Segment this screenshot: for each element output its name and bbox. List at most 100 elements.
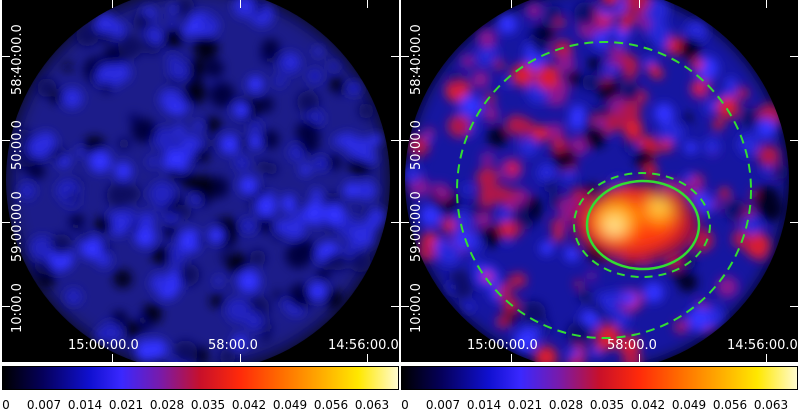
- noise-blob: [653, 103, 675, 124]
- noise-blob: [711, 199, 722, 210]
- noise-blob: [587, 271, 596, 281]
- outer-dashed-circle: [456, 41, 752, 339]
- noise-blob: [311, 188, 322, 199]
- noise-blob: [356, 180, 377, 201]
- noise-blob: [609, 38, 618, 47]
- noise-blob: [591, 347, 600, 357]
- noise-blob: [684, 141, 698, 154]
- colorbar-tick-label: 0.063: [354, 398, 390, 412]
- noise-blob: [261, 38, 280, 58]
- noise-blob: [121, 184, 141, 204]
- sky-image-left: [6, 0, 390, 362]
- noise-blob: [552, 230, 564, 242]
- noise-blob: [113, 269, 132, 288]
- noise-blob: [556, 53, 576, 73]
- x-tick: [511, 0, 512, 8]
- noise-blob: [364, 235, 375, 247]
- noise-blob: [175, 0, 195, 17]
- noise-blob: [564, 246, 580, 262]
- noise-blob: [194, 147, 210, 163]
- y-tick: [401, 140, 409, 141]
- noise-blob: [633, 147, 654, 168]
- noise-blob: [684, 20, 708, 43]
- noise-blob: [716, 276, 738, 298]
- noise-blob: [739, 107, 760, 128]
- noise-blob: [584, 125, 608, 149]
- noise-blob: [295, 120, 320, 145]
- noise-blob: [67, 192, 79, 204]
- y-tick: [790, 306, 798, 307]
- noise-blob: [232, 333, 249, 350]
- noise-blob: [61, 87, 83, 109]
- noise-blob: [573, 1, 598, 26]
- noise-blob: [205, 116, 222, 133]
- y-tick-label: 50:00.0: [10, 120, 25, 170]
- noise-blob: [417, 242, 437, 262]
- y-tick-label: 10:00.0: [10, 283, 25, 333]
- noise-blob: [300, 164, 311, 176]
- noise-blob: [291, 239, 316, 264]
- noise-blob: [152, 246, 171, 265]
- noise-blob: [177, 263, 200, 286]
- noise-blob: [283, 201, 296, 214]
- noise-blob: [248, 120, 262, 133]
- noise-blob: [647, 63, 659, 75]
- noise-blob: [671, 270, 681, 280]
- noise-blob: [643, 281, 664, 303]
- y-tick: [391, 306, 399, 307]
- noise-blob: [536, 162, 557, 183]
- noise-blob: [550, 218, 563, 231]
- noise-blob: [81, 233, 91, 242]
- x-tick-label: 58:00.0: [607, 338, 657, 353]
- noise-blob: [578, 289, 592, 303]
- noise-blob: [482, 271, 493, 282]
- y-tick: [2, 56, 10, 57]
- noise-blob: [123, 321, 140, 338]
- noise-blob: [613, 310, 631, 328]
- y-tick-label: 58:40:00.0: [409, 24, 424, 95]
- noise-blob: [196, 235, 206, 245]
- noise-blob: [50, 233, 72, 256]
- noise-blob: [582, 74, 599, 91]
- noise-blob: [652, 32, 670, 51]
- x-tick: [639, 0, 640, 8]
- noise-blob: [205, 59, 224, 78]
- noise-blob: [497, 206, 514, 223]
- noise-blob: [159, 88, 181, 111]
- noise-blob: [260, 130, 280, 149]
- colorbar-tick-label: 0.056: [313, 398, 349, 412]
- noise-blob: [226, 252, 248, 274]
- noise-blob: [88, 150, 112, 173]
- noise-blob: [478, 184, 500, 206]
- noise-blob: [435, 185, 451, 202]
- noise-blob: [703, 137, 721, 156]
- noise-blob: [284, 53, 299, 69]
- noise-blob: [691, 81, 706, 95]
- noise-blob: [220, 134, 240, 155]
- noise-blob: [511, 272, 527, 288]
- noise-blob: [166, 19, 177, 30]
- noise-blob: [193, 121, 203, 131]
- noise-blob: [368, 207, 386, 225]
- noise-blob: [307, 68, 322, 84]
- noise-blob: [94, 12, 117, 35]
- noise-blob: [167, 168, 180, 180]
- noise-blob: [757, 195, 784, 222]
- noise-blob: [562, 169, 576, 184]
- colorbar-ticks-left: 0 0.007 0.014 0.021 0.028 0.035 0.042 0.049 0.05…: [2, 398, 399, 412]
- noise-blob: [370, 133, 382, 145]
- noise-blob: [149, 181, 175, 207]
- noise-blob: [477, 29, 497, 48]
- noise-blob: [131, 118, 157, 143]
- noise-blob: [135, 339, 158, 362]
- noise-blob: [597, 291, 612, 307]
- noise-blob: [214, 276, 223, 285]
- noise-blob: [487, 126, 508, 147]
- noise-blob: [163, 149, 189, 175]
- bright-emission-region: [574, 186, 698, 262]
- noise-blob: [535, 23, 555, 42]
- noise-blob: [329, 77, 345, 92]
- noise-blob: [568, 355, 585, 362]
- noise-blob: [598, 328, 620, 350]
- noise-blob: [496, 315, 510, 329]
